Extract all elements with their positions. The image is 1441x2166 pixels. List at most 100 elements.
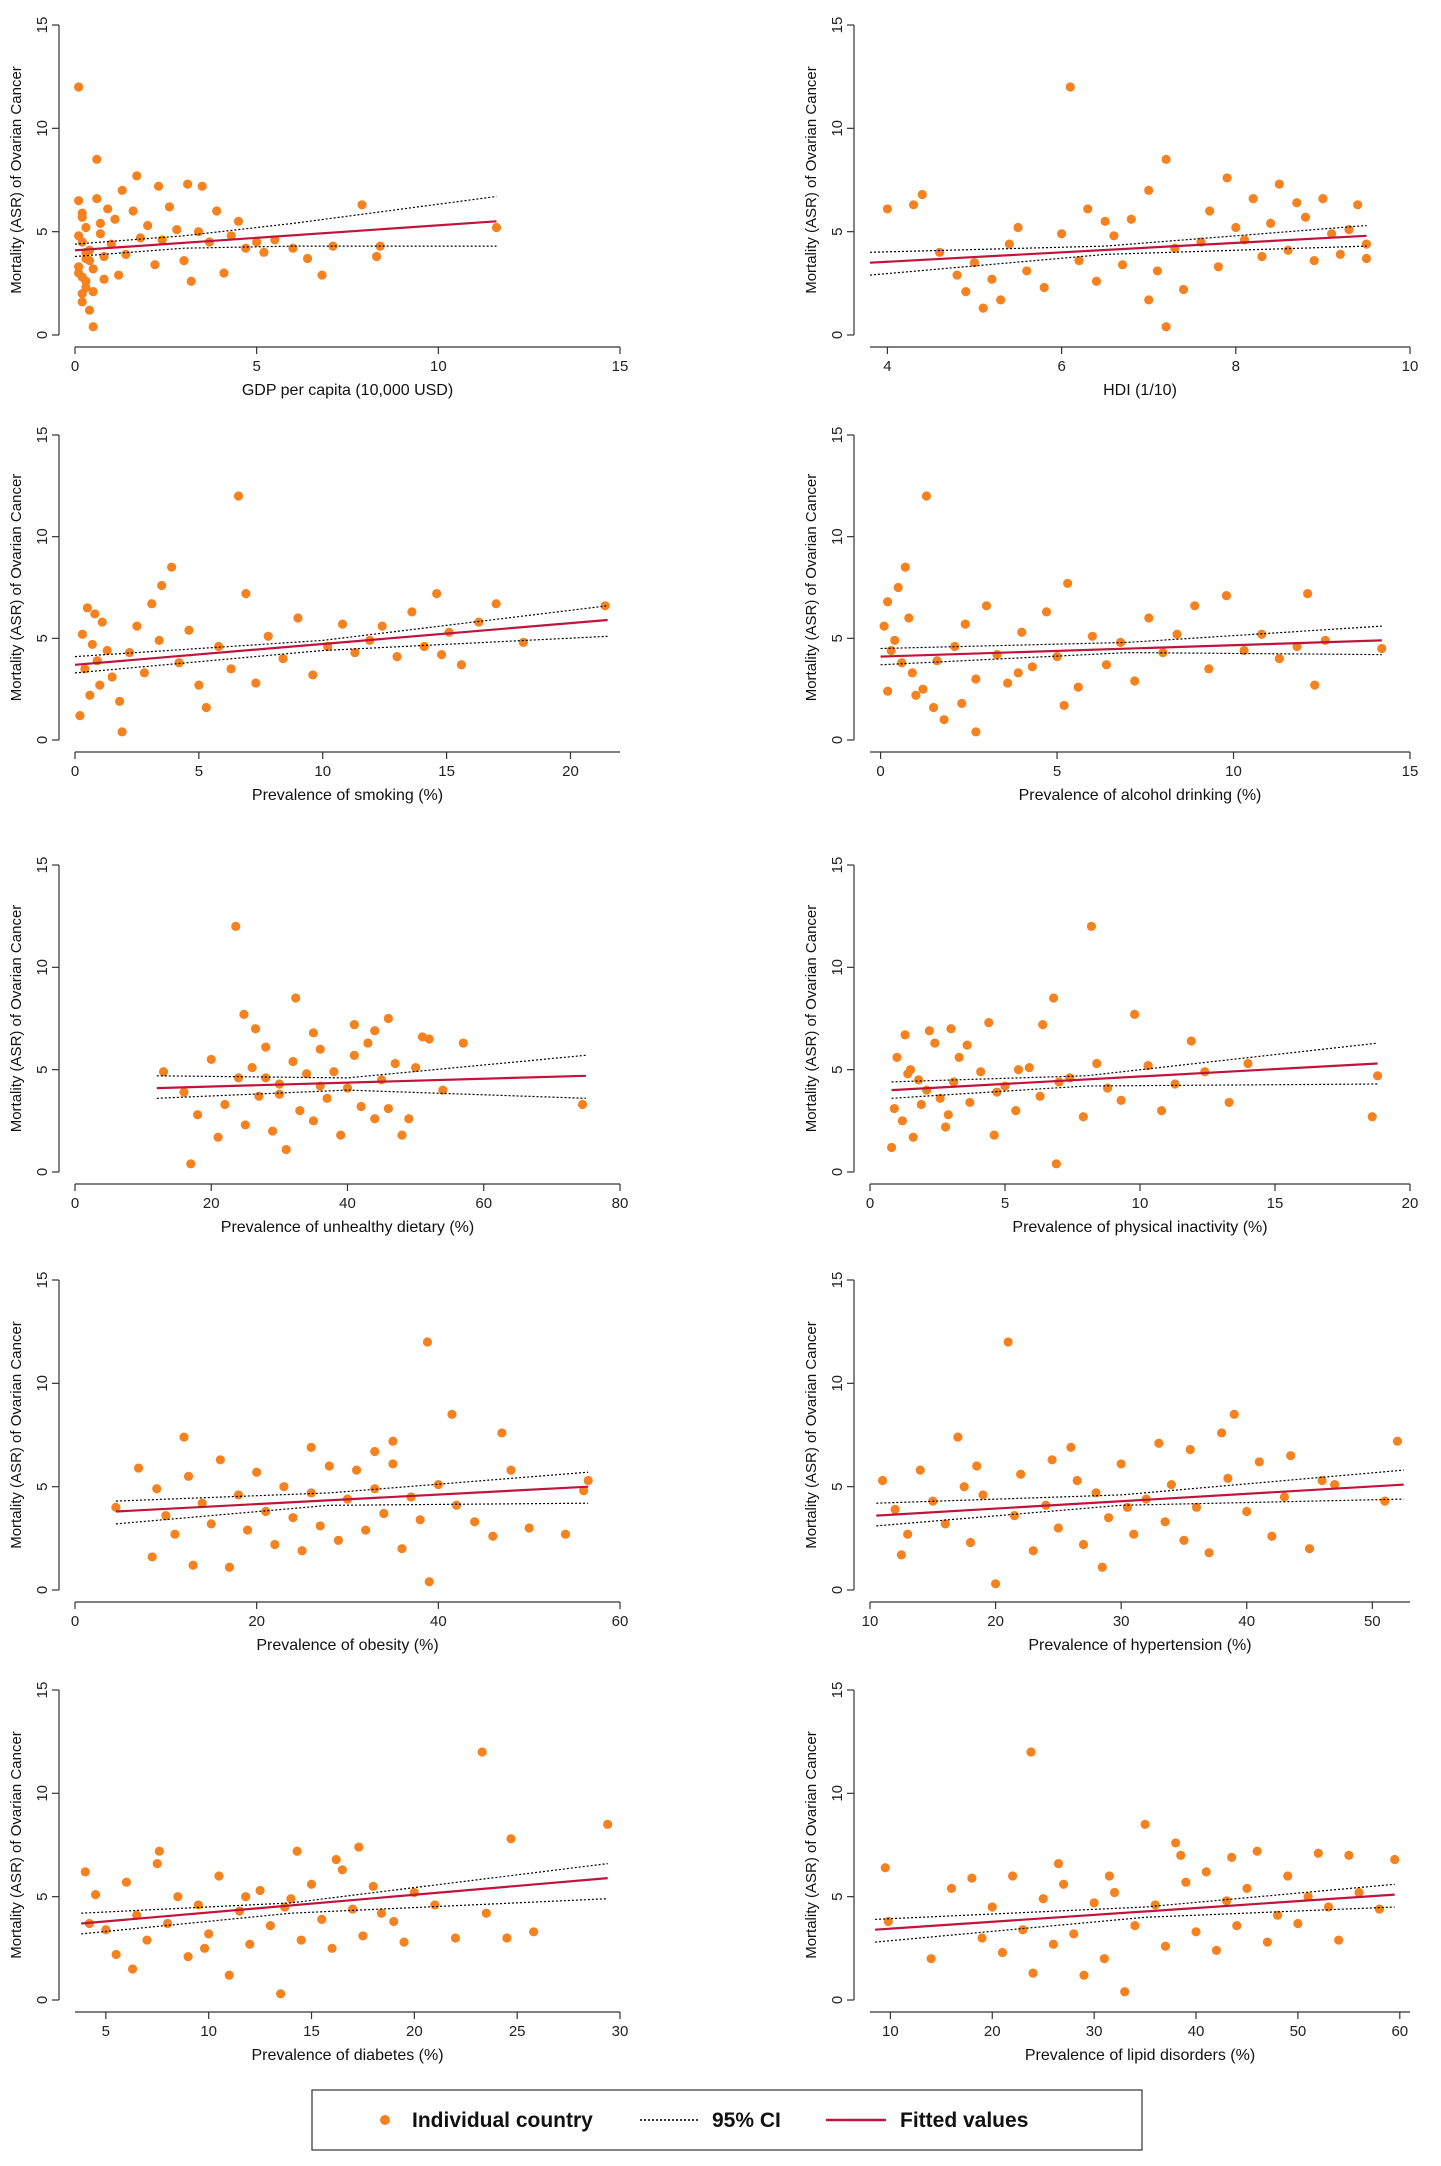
- data-point: [1152, 266, 1163, 276]
- fitted-line: [81, 1877, 608, 1925]
- ci-upper-line: [875, 1883, 1395, 1920]
- data-point: [1221, 591, 1232, 601]
- data-point: [158, 1067, 169, 1077]
- data-point: [497, 1428, 507, 1438]
- data-point: [1243, 1058, 1253, 1069]
- data-point: [383, 1013, 393, 1024]
- data-point: [220, 1099, 230, 1110]
- data-point: [1018, 1925, 1028, 1935]
- x-tick-label: 0: [71, 1195, 79, 1212]
- data-point: [88, 322, 98, 332]
- data-point: [1091, 276, 1102, 286]
- chart-5: 0 5 10 15 0 20 40 60 80 Prevalence of unhealthy d…: [8, 857, 628, 1236]
- data-point: [1344, 1850, 1354, 1860]
- chart-9: 0 5 10 15 5 10 15 20 25 30 Prevalence of diabetes …: [8, 1682, 628, 2064]
- y-tick-label: 0: [34, 1586, 51, 1594]
- legend-item-ci: 95% CI: [640, 2109, 781, 2132]
- data-point: [152, 1484, 162, 1494]
- data-point: [288, 1056, 298, 1067]
- x-tick-label: 6: [1057, 358, 1065, 375]
- data-point: [74, 196, 84, 206]
- ci-upper-line: [876, 1469, 1404, 1504]
- data-point: [879, 621, 889, 631]
- data-point: [424, 1577, 434, 1587]
- data-point: [477, 1747, 487, 1757]
- data-point: [259, 247, 269, 257]
- data-point: [903, 1529, 913, 1539]
- ci-upper-line: [74, 195, 497, 245]
- data-point: [186, 1159, 196, 1169]
- data-point: [1361, 239, 1372, 249]
- data-point: [890, 635, 900, 645]
- data-point: [1176, 1850, 1186, 1860]
- data-point: [1116, 1095, 1126, 1105]
- data-point: [887, 1142, 897, 1153]
- data-point: [506, 1834, 516, 1844]
- data-point: [1008, 1871, 1018, 1881]
- data-point: [75, 711, 85, 721]
- y-tick-label: 5: [34, 634, 51, 642]
- x-tick-label: 15: [612, 358, 629, 375]
- y-tick-label: 15: [34, 17, 51, 34]
- y-tick-label: 15: [829, 17, 846, 34]
- data-point: [121, 1877, 132, 1887]
- data-point: [959, 1482, 969, 1492]
- data-point: [99, 251, 109, 262]
- x-axis-label: Prevalence of obesity (%): [256, 1637, 438, 1654]
- data-point: [1310, 680, 1320, 690]
- data-point: [1058, 1879, 1069, 1889]
- data-point: [74, 231, 84, 241]
- chart-10: 0 5 10 15 10 20 30 40 50 60 Prevalence of lipid di…: [803, 1682, 1410, 2064]
- data-point: [1016, 1469, 1026, 1479]
- data-point: [1239, 645, 1249, 656]
- data-point: [388, 1436, 398, 1446]
- data-point: [404, 1114, 414, 1124]
- data-point: [903, 1069, 913, 1079]
- data-point: [1126, 214, 1136, 224]
- x-tick-label: 40: [430, 1613, 447, 1630]
- data-point: [897, 1116, 908, 1126]
- y-axis-label: Mortality (ASR) of Ovarian Cancer: [803, 905, 820, 1133]
- x-axis-label: GDP per capita (10,000 USD): [242, 382, 453, 399]
- y-axis-label: Mortality (ASR) of Ovarian Cancer: [8, 1321, 25, 1549]
- data-point: [892, 1052, 902, 1062]
- ci-lower-line: [880, 651, 1382, 666]
- x-axis-label: Prevalence of smoking (%): [252, 787, 443, 804]
- data-point: [1283, 245, 1293, 255]
- data-point: [231, 921, 241, 932]
- data-point: [87, 639, 97, 650]
- data-point: [267, 1126, 278, 1136]
- y-tick-label: 15: [829, 427, 846, 444]
- x-tick-label: 5: [102, 2023, 110, 2040]
- data-point: [358, 1931, 368, 1941]
- data-point: [939, 715, 949, 725]
- data-point: [333, 1535, 344, 1545]
- data-point: [953, 1432, 963, 1442]
- data-point: [183, 179, 193, 189]
- data-point: [491, 222, 502, 233]
- data-point: [972, 1461, 982, 1471]
- data-point: [1191, 1927, 1201, 1937]
- data-point: [1390, 1854, 1400, 1865]
- fitted-line: [875, 1893, 1395, 1931]
- data-point: [204, 1929, 214, 1939]
- data-point: [392, 652, 402, 662]
- data-point: [245, 1939, 255, 1949]
- y-tick-label: 0: [829, 1168, 846, 1176]
- data-point: [962, 1040, 972, 1050]
- data-point: [85, 690, 95, 700]
- data-point: [199, 1943, 210, 1953]
- data-point: [286, 1894, 296, 1904]
- data-point: [383, 1103, 393, 1114]
- data-point: [90, 609, 100, 619]
- data-point: [351, 1465, 362, 1475]
- data-point: [206, 1054, 216, 1065]
- data-point: [897, 658, 907, 668]
- x-tick-label: 30: [1086, 2023, 1103, 2040]
- data-point: [916, 1099, 926, 1110]
- data-point: [1083, 204, 1093, 214]
- data-point: [170, 1529, 180, 1539]
- data-point: [183, 1952, 193, 1962]
- data-point: [1143, 1060, 1153, 1071]
- data-point: [1392, 1436, 1403, 1446]
